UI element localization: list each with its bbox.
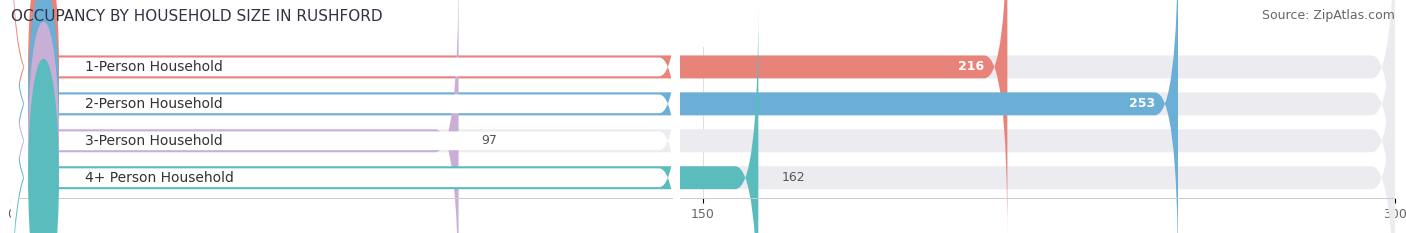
Circle shape <box>28 0 58 185</box>
Text: 216: 216 <box>957 60 984 73</box>
Circle shape <box>28 0 58 222</box>
Circle shape <box>28 59 58 233</box>
FancyBboxPatch shape <box>11 0 681 233</box>
FancyBboxPatch shape <box>11 0 1395 233</box>
FancyBboxPatch shape <box>11 0 681 224</box>
Text: OCCUPANCY BY HOUSEHOLD SIZE IN RUSHFORD: OCCUPANCY BY HOUSEHOLD SIZE IN RUSHFORD <box>11 9 382 24</box>
FancyBboxPatch shape <box>11 0 681 233</box>
Text: 97: 97 <box>482 134 498 147</box>
FancyBboxPatch shape <box>11 0 1395 233</box>
FancyBboxPatch shape <box>11 0 458 233</box>
Text: Source: ZipAtlas.com: Source: ZipAtlas.com <box>1261 9 1395 22</box>
FancyBboxPatch shape <box>11 4 1395 233</box>
FancyBboxPatch shape <box>11 0 1178 233</box>
Text: 4+ Person Household: 4+ Person Household <box>84 171 233 185</box>
Circle shape <box>28 23 58 233</box>
Text: 253: 253 <box>1129 97 1154 110</box>
Text: 3-Person Household: 3-Person Household <box>84 134 222 148</box>
Text: 162: 162 <box>782 171 806 184</box>
FancyBboxPatch shape <box>11 4 758 233</box>
FancyBboxPatch shape <box>11 21 681 233</box>
Text: 2-Person Household: 2-Person Household <box>84 97 222 111</box>
Text: 1-Person Household: 1-Person Household <box>84 60 224 74</box>
FancyBboxPatch shape <box>11 0 1395 233</box>
FancyBboxPatch shape <box>11 0 1007 233</box>
